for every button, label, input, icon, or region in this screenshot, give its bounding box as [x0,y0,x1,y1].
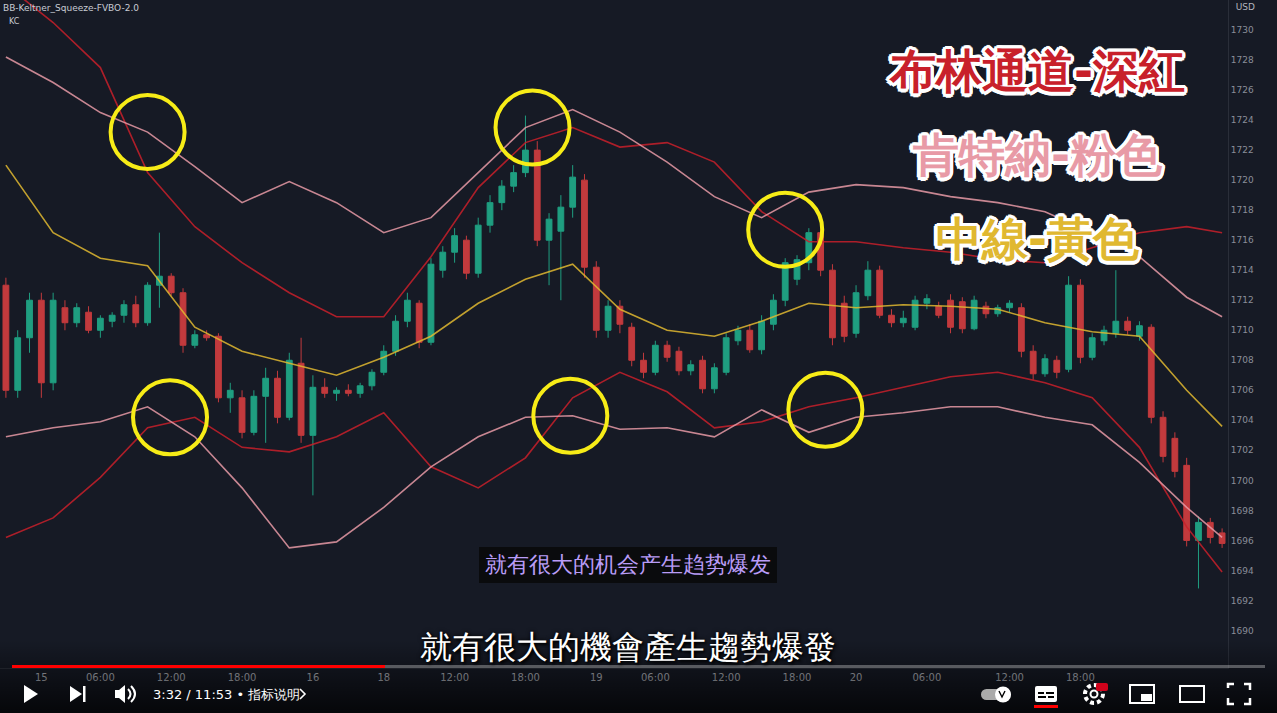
svg-text:1692: 1692 [1231,596,1254,606]
svg-text:06:00: 06:00 [86,672,115,683]
svg-text:12:00: 12:00 [712,672,741,683]
html-text:就有很大的机会产生趋势爆发: 就有很大的机会产生趋势爆发 [484,552,771,577]
html-text:BB-Keltner_Squeeze-FVBO-2.0: BB-Keltner_Squeeze-FVBO-2.0 [3,3,139,13]
svg-text:1730: 1730 [1231,25,1254,35]
svg-text:12:00: 12:00 [440,672,469,683]
svg-text:1690: 1690 [1231,626,1254,636]
svg-text:1696: 1696 [1231,536,1254,546]
svg-text:15: 15 [35,672,48,683]
svg-text:1716: 1716 [1231,235,1254,245]
html-text:USD: USD [1235,2,1255,12]
svg-text:1704: 1704 [1231,415,1254,425]
html-text:3:32 / 11:53 • 指标说明: 3:32 / 11:53 • 指标说明 [153,687,301,702]
html-text:中線-黃色: 中線-黃色 [935,212,1139,266]
svg-text:18:00: 18:00 [228,672,257,683]
html-text:就有很大的機會產生趨勢爆發: 就有很大的機會產生趨勢爆發 [419,628,836,666]
svg-text:1700: 1700 [1231,476,1254,486]
html-text:KC: KC [9,17,20,26]
svg-text:12:00: 12:00 [157,672,186,683]
svg-text:19: 19 [590,672,603,683]
svg-text:1712: 1712 [1231,295,1254,305]
svg-text:1718: 1718 [1231,205,1254,215]
svg-text:1728: 1728 [1231,55,1254,65]
html-text:布林通道-深紅: 布林通道-深紅 [889,44,1185,98]
svg-text:06:00: 06:00 [912,672,941,683]
svg-text:1722: 1722 [1231,145,1254,155]
svg-text:1706: 1706 [1231,385,1254,395]
svg-text:20: 20 [850,672,863,683]
svg-text:1714: 1714 [1231,265,1254,275]
svg-text:1710: 1710 [1231,325,1254,335]
svg-text:1726: 1726 [1231,85,1254,95]
svg-text:1698: 1698 [1231,506,1254,516]
svg-text:12:00: 12:00 [995,672,1024,683]
html-text:肯特納-粉色: 肯特納-粉色 [912,128,1162,182]
svg-text:1694: 1694 [1231,566,1254,576]
svg-text:18:00: 18:00 [783,672,812,683]
svg-text:06:00: 06:00 [641,672,670,683]
svg-text:1724: 1724 [1231,115,1254,125]
svg-text:16: 16 [307,672,320,683]
svg-text:1708: 1708 [1231,355,1254,365]
svg-text:18:00: 18:00 [1066,672,1095,683]
svg-text:1702: 1702 [1231,445,1254,455]
svg-text:1720: 1720 [1231,175,1254,185]
svg-text:18:00: 18:00 [511,672,540,683]
svg-text:18: 18 [377,672,390,683]
